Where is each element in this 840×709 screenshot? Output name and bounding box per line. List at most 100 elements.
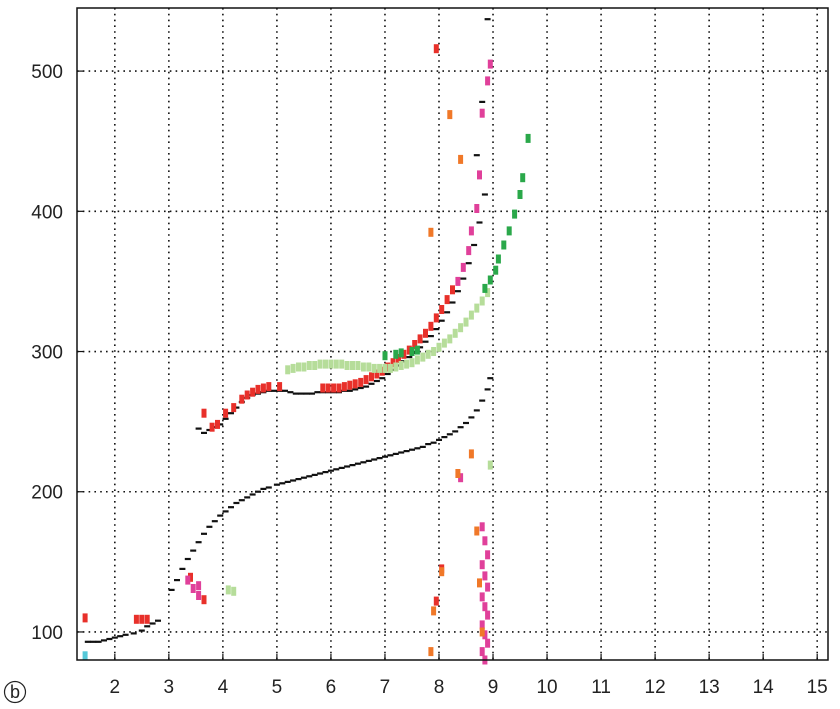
data-point [82,613,88,623]
data-point [414,447,421,450]
data-point [501,240,507,250]
series-dark_green [382,133,531,361]
series-cyan [82,651,88,661]
data-point [439,305,445,314]
data-point [322,471,329,474]
data-point [487,59,493,69]
data-point [215,419,220,429]
x-tick-label: 2 [110,677,121,698]
data-point [290,479,297,482]
data-point [371,458,378,461]
data-point [417,346,424,349]
data-point [333,468,340,471]
x-tick-label: 9 [488,677,499,698]
data-point [155,619,161,622]
data-point [387,363,393,373]
data-point [244,390,250,400]
data-point [393,349,399,359]
data-point [352,379,358,389]
data-point [485,76,491,86]
data-point [433,313,439,323]
data-point [209,422,215,432]
data-point [373,379,380,383]
data-point [479,108,485,118]
data-point [350,361,355,370]
data-point [506,226,512,236]
data-point [233,501,240,505]
data-point [409,347,415,356]
data-point [474,204,480,213]
data-point [190,584,196,593]
data-point [401,349,407,359]
data-point [371,363,377,373]
data-point [190,549,197,552]
data-point [479,560,485,570]
data-point [449,301,456,304]
data-point [441,338,447,348]
data-point [482,536,488,546]
data-point [239,394,245,404]
data-point [225,585,231,595]
data-point [473,154,480,157]
data-point [301,362,307,372]
data-point [84,640,91,643]
data-point [179,567,186,570]
data-point [285,365,291,375]
data-point [425,349,431,359]
data-point [468,449,474,459]
data-point [284,480,291,483]
data-point [317,359,323,369]
data-point [303,392,310,395]
data-point [206,428,213,432]
data-point [476,221,483,224]
plot-frame [76,7,829,661]
data-point [185,575,191,585]
data-point [144,625,151,628]
data-point [233,406,240,409]
data-marks-layer [82,18,531,665]
data-point [271,389,278,392]
data-point [250,387,256,397]
data-point [282,389,288,392]
data-point [414,345,420,355]
data-point [447,334,453,344]
data-point [487,377,494,380]
data-point [360,362,366,372]
y-tick-label: 100 [31,623,63,644]
x-tick-label: 6 [326,677,337,698]
data-point [520,173,526,183]
data-point [331,383,337,393]
data-point [201,408,207,418]
data-point [130,632,137,635]
data-point [457,426,464,429]
data-point [346,389,353,392]
data-point [452,430,459,433]
data-point [487,460,493,470]
data-point [149,622,156,625]
data-point [82,651,88,661]
data-point [211,426,218,429]
data-point [90,640,97,643]
data-point [409,358,415,368]
data-point [463,317,469,327]
data-point [406,356,413,359]
data-point [347,380,353,390]
data-point [382,455,388,458]
data-point [385,362,391,372]
data-point [238,499,245,502]
data-point [463,421,469,425]
x-tick-label: 8 [434,677,445,698]
data-point [222,417,229,420]
data-point [244,496,251,499]
data-point [400,360,407,363]
data-point [377,363,383,373]
data-point [344,361,350,370]
data-point [195,427,202,430]
data-point [357,386,364,390]
data-point [196,591,202,600]
data-point [412,340,418,349]
data-point [439,567,445,577]
data-point [327,469,334,472]
data-point [222,510,229,513]
data-point [339,359,345,369]
